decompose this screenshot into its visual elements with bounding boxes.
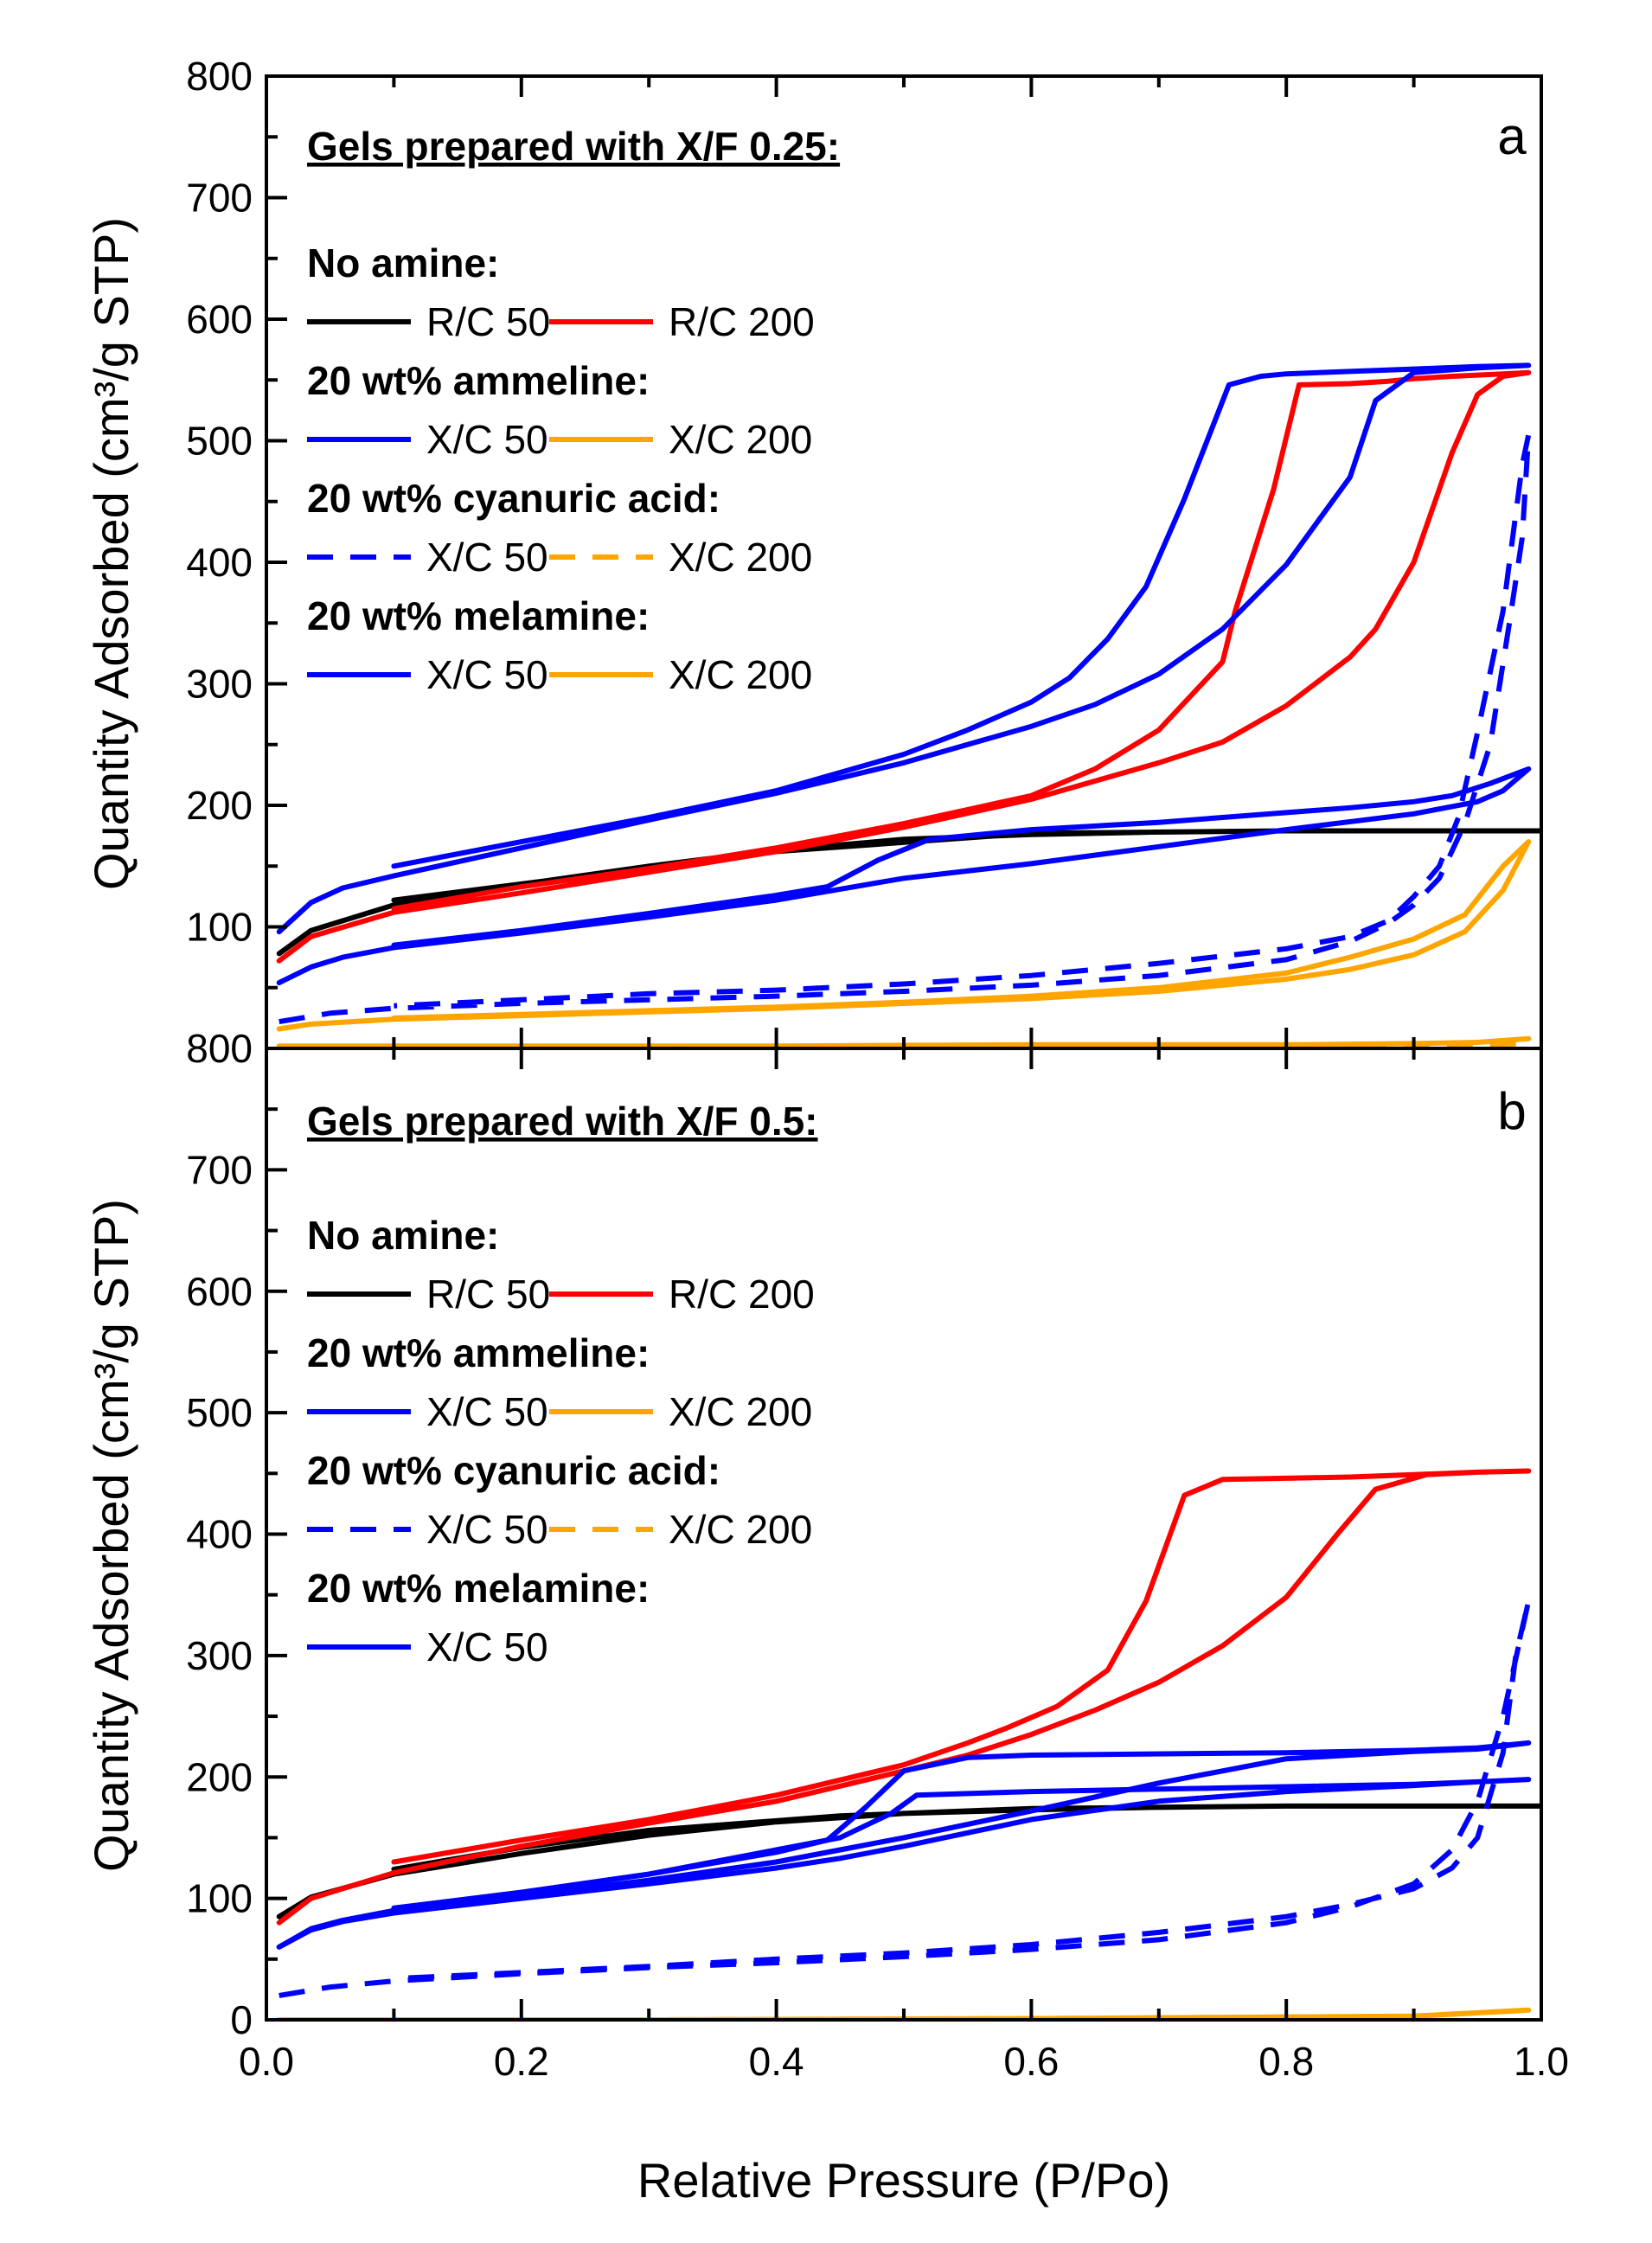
panel-b-legend: No amine: R/C 50 R/C 200 20 wt% ammeline: X/… bbox=[307, 1213, 815, 1669]
panel-b-series-2 bbox=[276, 1740, 1532, 1950]
panel-b-legend-label: X/C 200 bbox=[669, 1507, 812, 1552]
panel-b-y-axis-title: Quantity Adsorbed (cm³/g STP) bbox=[84, 1199, 138, 1872]
panel-a-y-tick-label: 300 bbox=[186, 662, 253, 707]
panel-a-y-tick-label: 600 bbox=[186, 297, 253, 342]
panel-b-y-tick-label: 500 bbox=[186, 1390, 253, 1435]
panel-a-series-1 bbox=[276, 369, 1532, 964]
panel-b-series-1 bbox=[276, 1468, 1532, 1926]
panel-b-y-tick-label: 600 bbox=[186, 1269, 253, 1314]
panel-b-legend-label: X/C 50 bbox=[426, 1507, 548, 1552]
panel-b-legend-title: Gels prepared with X/F 0.5: bbox=[307, 1099, 818, 1144]
panel-a-legend-label: X/C 50 bbox=[426, 652, 548, 697]
x-tick-label: 0.4 bbox=[749, 2039, 804, 2084]
x-tick-label: 0.8 bbox=[1258, 2039, 1314, 2084]
panel-b-legend-label: X/C 50 bbox=[426, 1389, 548, 1434]
panel-b-y-tick-label: 0 bbox=[230, 1997, 253, 2042]
panel-a-y-tick-label: 500 bbox=[186, 419, 253, 464]
panel-b-y-tick-label: 700 bbox=[186, 1147, 253, 1192]
x-tick-label: 0.0 bbox=[239, 2039, 294, 2084]
panel-a-legend-label: X/C 200 bbox=[669, 652, 812, 697]
x-tick-label: 0.2 bbox=[494, 2039, 549, 2084]
panel-a-y-tick-label: 700 bbox=[186, 176, 253, 221]
panel-a: 800 100 200 300 400 500 600 700 800 a Gels prepa… bbox=[186, 54, 1543, 1071]
panel-a-legend-label: X/C 200 bbox=[669, 417, 812, 462]
panel-b-series-6 bbox=[276, 1777, 1532, 1950]
panel-a-series-2 bbox=[276, 362, 1532, 935]
panel-a-legend: No amine: R/C 50 R/C 200 20 wt% ammeline: X/… bbox=[307, 240, 815, 697]
panel-a-legend-label: R/C 200 bbox=[669, 299, 815, 344]
panel-a-ticks: 800 100 200 300 400 500 600 700 800 bbox=[186, 54, 1543, 1071]
panel-b-y-tick-label: 100 bbox=[186, 1876, 253, 1921]
panel-b-legend-heading: 20 wt% ammeline: bbox=[307, 1330, 650, 1375]
panel-b-legend-label: R/C 50 bbox=[426, 1272, 550, 1317]
panel-a-legend-heading: 20 wt% cyanuric acid: bbox=[307, 476, 720, 521]
panel-b-y-tick-label: 200 bbox=[186, 1754, 253, 1799]
panel-a-y-tick-label: 800 bbox=[186, 54, 253, 99]
panel-b-legend-label: R/C 200 bbox=[669, 1272, 815, 1317]
panel-a-legend-label: X/C 200 bbox=[669, 535, 812, 580]
panel-a-legend-title: Gels prepared with X/F 0.25: bbox=[307, 124, 840, 169]
x-axis-title: Relative Pressure (P/Po) bbox=[637, 2153, 1170, 2208]
panel-b-series-0 bbox=[276, 1803, 1541, 1919]
panel-b-y-tick-label: 300 bbox=[186, 1633, 253, 1678]
panel-a-y-tick-label: 400 bbox=[186, 540, 253, 585]
x-tick-label: 0.6 bbox=[1003, 2039, 1059, 2084]
panel-b-ticks: 0 100 200 300 400 500 600 700 0.0 0.2 0.4 0.6 0.8 1.0 bbox=[186, 1047, 1569, 2084]
panel-b-legend-heading: No amine: bbox=[307, 1213, 499, 1258]
panel-a-y-tick-label: 200 bbox=[186, 783, 253, 828]
panel-b: 0 100 200 300 400 500 600 700 0.0 0.2 0.4 0.6 0.8 1.0… bbox=[186, 1047, 1569, 2084]
panel-a-legend-heading: No amine: bbox=[307, 240, 499, 285]
panel-a-series-4 bbox=[279, 432, 1532, 1025]
panel-a-y-axis-title: Quantity Adsorbed (cm³/g STP) bbox=[84, 217, 138, 890]
panel-b-legend-heading: 20 wt% cyanuric acid: bbox=[307, 1448, 720, 1493]
panel-a-legend-label: X/C 50 bbox=[426, 417, 548, 462]
panel-a-legend-heading: 20 wt% ammeline: bbox=[307, 358, 650, 403]
panel-a-y-tick-label: 800 bbox=[186, 1026, 253, 1071]
panel-a-y-tick-label: 100 bbox=[186, 905, 253, 950]
panel-a-letter: a bbox=[1497, 107, 1527, 165]
panel-b-y-tick-label: 400 bbox=[186, 1512, 253, 1557]
panel-a-series-6 bbox=[276, 766, 1532, 986]
panel-b-legend-heading: 20 wt% melamine: bbox=[307, 1566, 650, 1611]
panel-a-legend-label: R/C 50 bbox=[426, 299, 550, 344]
panel-b-legend-label: X/C 50 bbox=[426, 1625, 548, 1669]
panel-a-legend-label: X/C 50 bbox=[426, 535, 548, 580]
panel-b-legend-label: X/C 200 bbox=[669, 1389, 812, 1434]
panel-a-series-7 bbox=[276, 839, 1532, 1032]
panel-b-series-4 bbox=[279, 1598, 1532, 1998]
panel-a-series bbox=[276, 362, 1541, 1048]
panel-a-legend-heading: 20 wt% melamine: bbox=[307, 593, 650, 638]
x-tick-label: 1.0 bbox=[1514, 2039, 1569, 2084]
panel-b-letter: b bbox=[1497, 1082, 1526, 1140]
